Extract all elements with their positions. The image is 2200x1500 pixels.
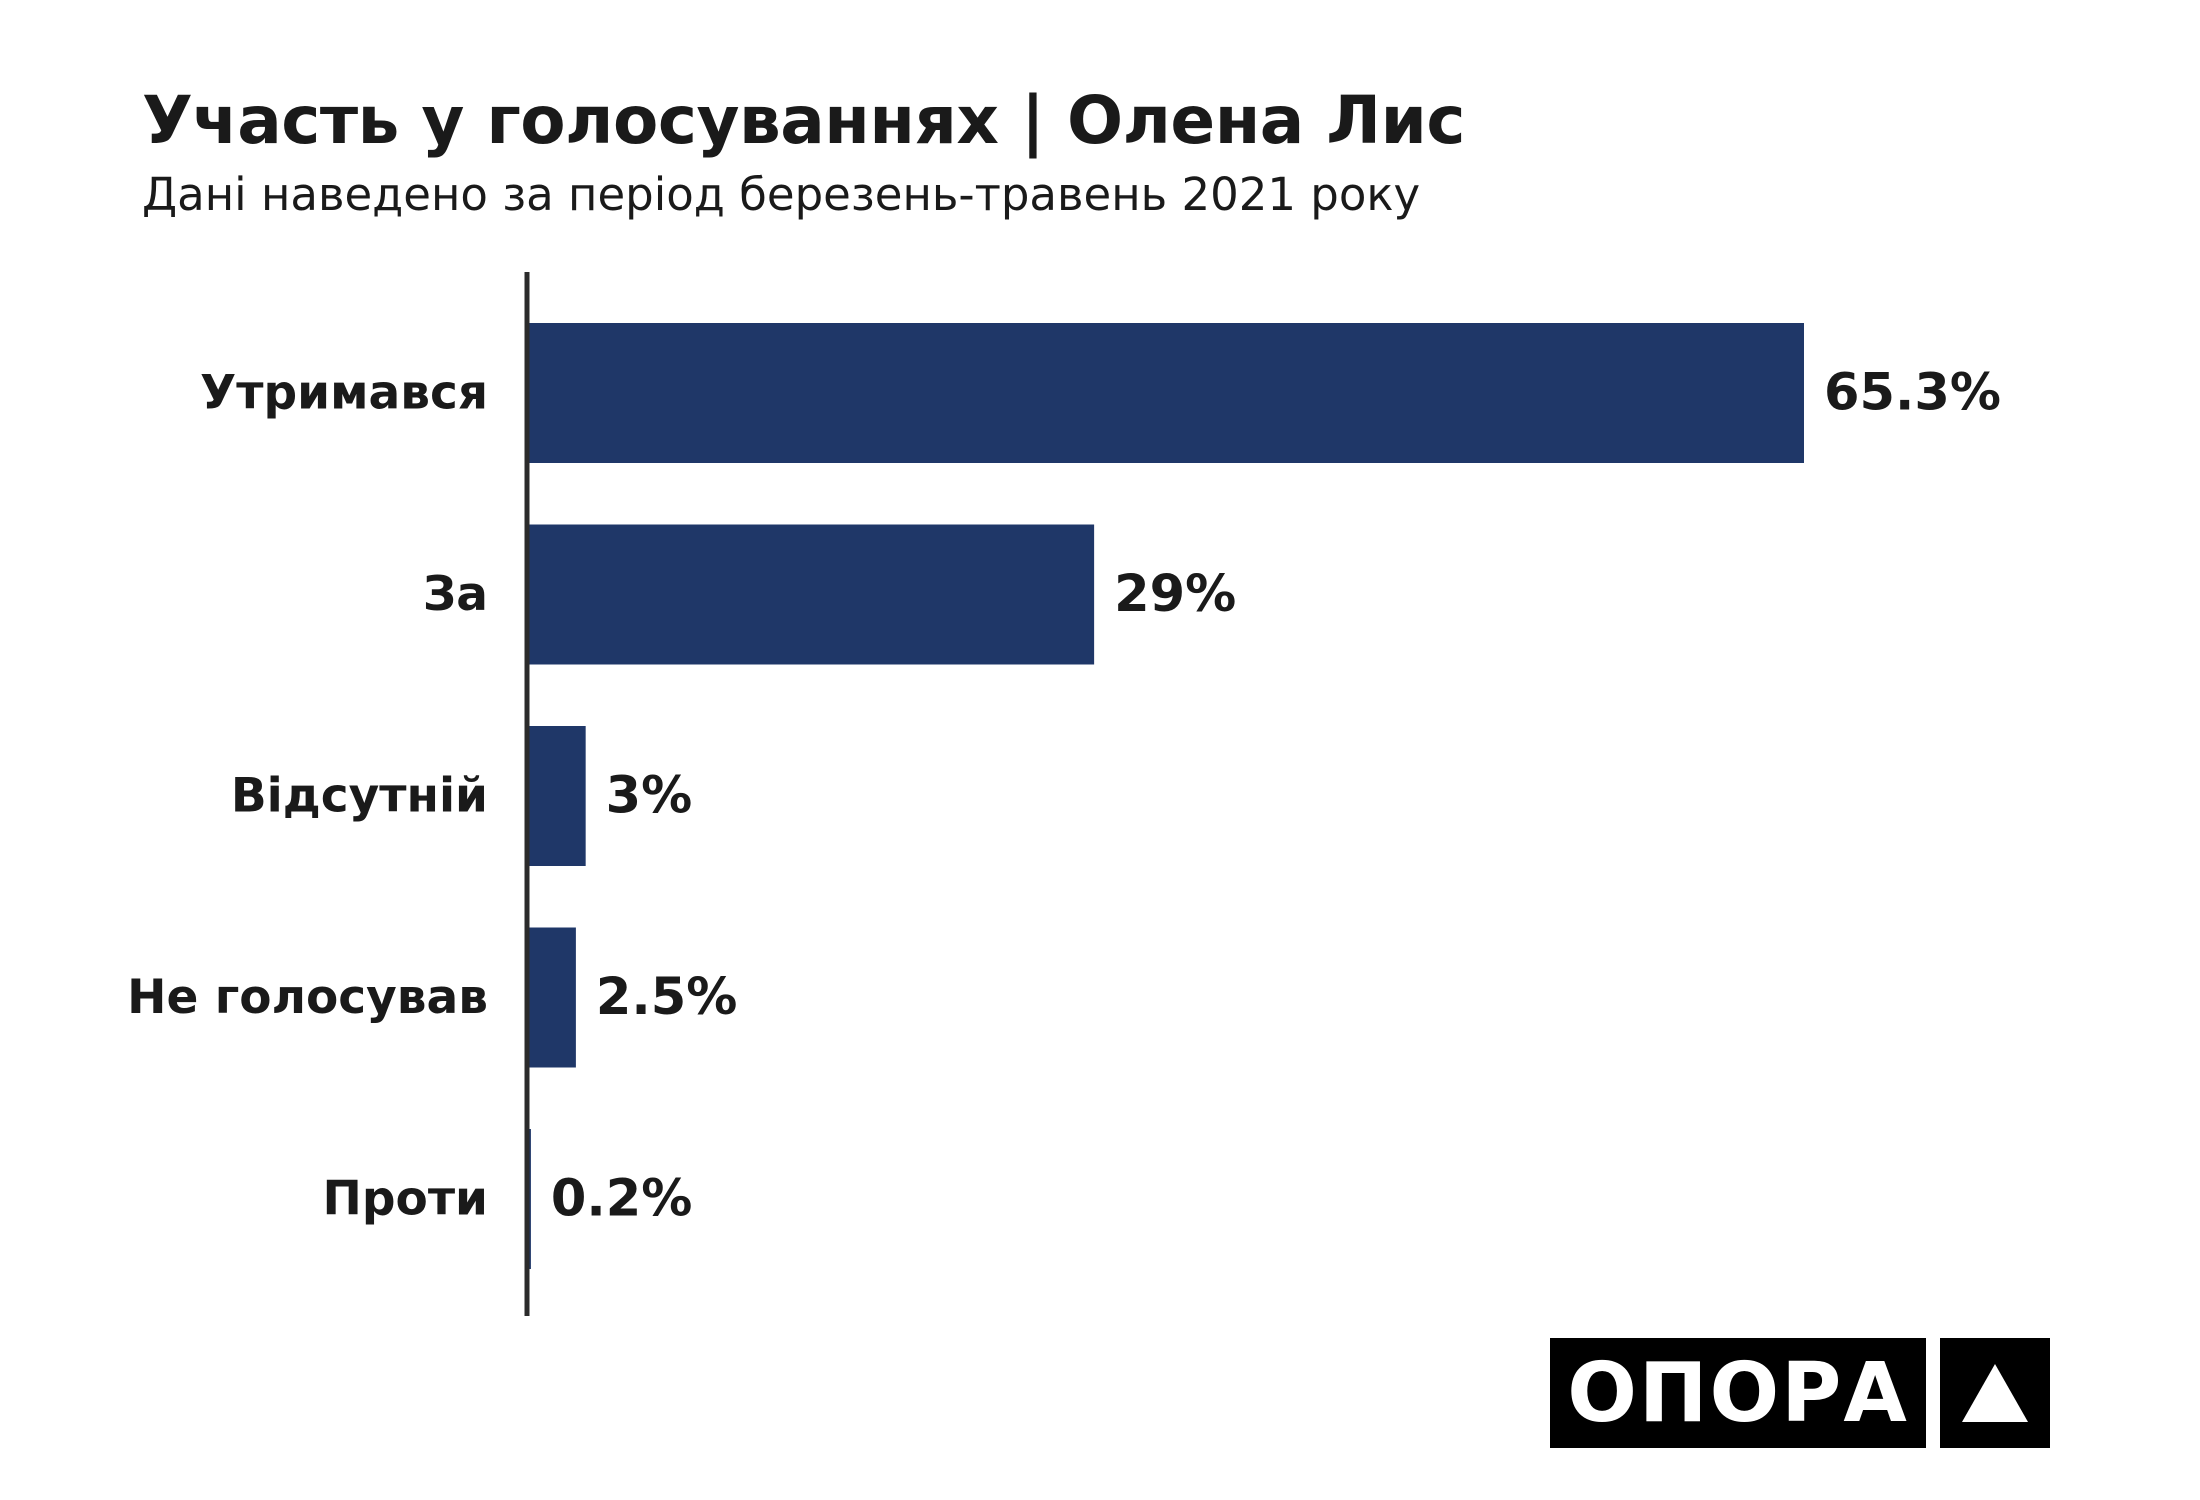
triangle-icon-shape [1962, 1364, 2028, 1422]
value-labels: 65.3% 29% 3% 2.5% 0.2% [551, 364, 2001, 1229]
category-labels: Утримався За Відсутній Не голосував Проти [127, 366, 488, 1227]
logo-wordmark: ОПОРА [1550, 1338, 1926, 1448]
category-label-0: Утримався [200, 366, 488, 421]
triangle-icon [1940, 1338, 2050, 1448]
category-label-2: Відсутній [231, 769, 488, 824]
bar-0 [527, 323, 1804, 463]
bars-group [527, 323, 1804, 1269]
bar-3 [527, 927, 576, 1068]
chart-subtitle: Дані наведено за період березень-травень… [142, 168, 1421, 221]
bar-2 [527, 726, 586, 866]
opora-logo: ОПОРА [1550, 1338, 2050, 1448]
value-label-4: 0.2% [551, 1170, 692, 1229]
category-label-4: Проти [323, 1172, 488, 1227]
category-label-3: Не голосував [127, 970, 488, 1025]
value-label-2: 3% [606, 767, 693, 826]
chart-title: Участь у голосуваннях | Олена Лис [142, 82, 1466, 159]
category-label-1: За [423, 567, 488, 622]
value-label-3: 2.5% [596, 968, 737, 1027]
value-label-0: 65.3% [1824, 364, 2001, 423]
bar-1 [527, 524, 1095, 665]
value-label-1: 29% [1114, 565, 1236, 624]
